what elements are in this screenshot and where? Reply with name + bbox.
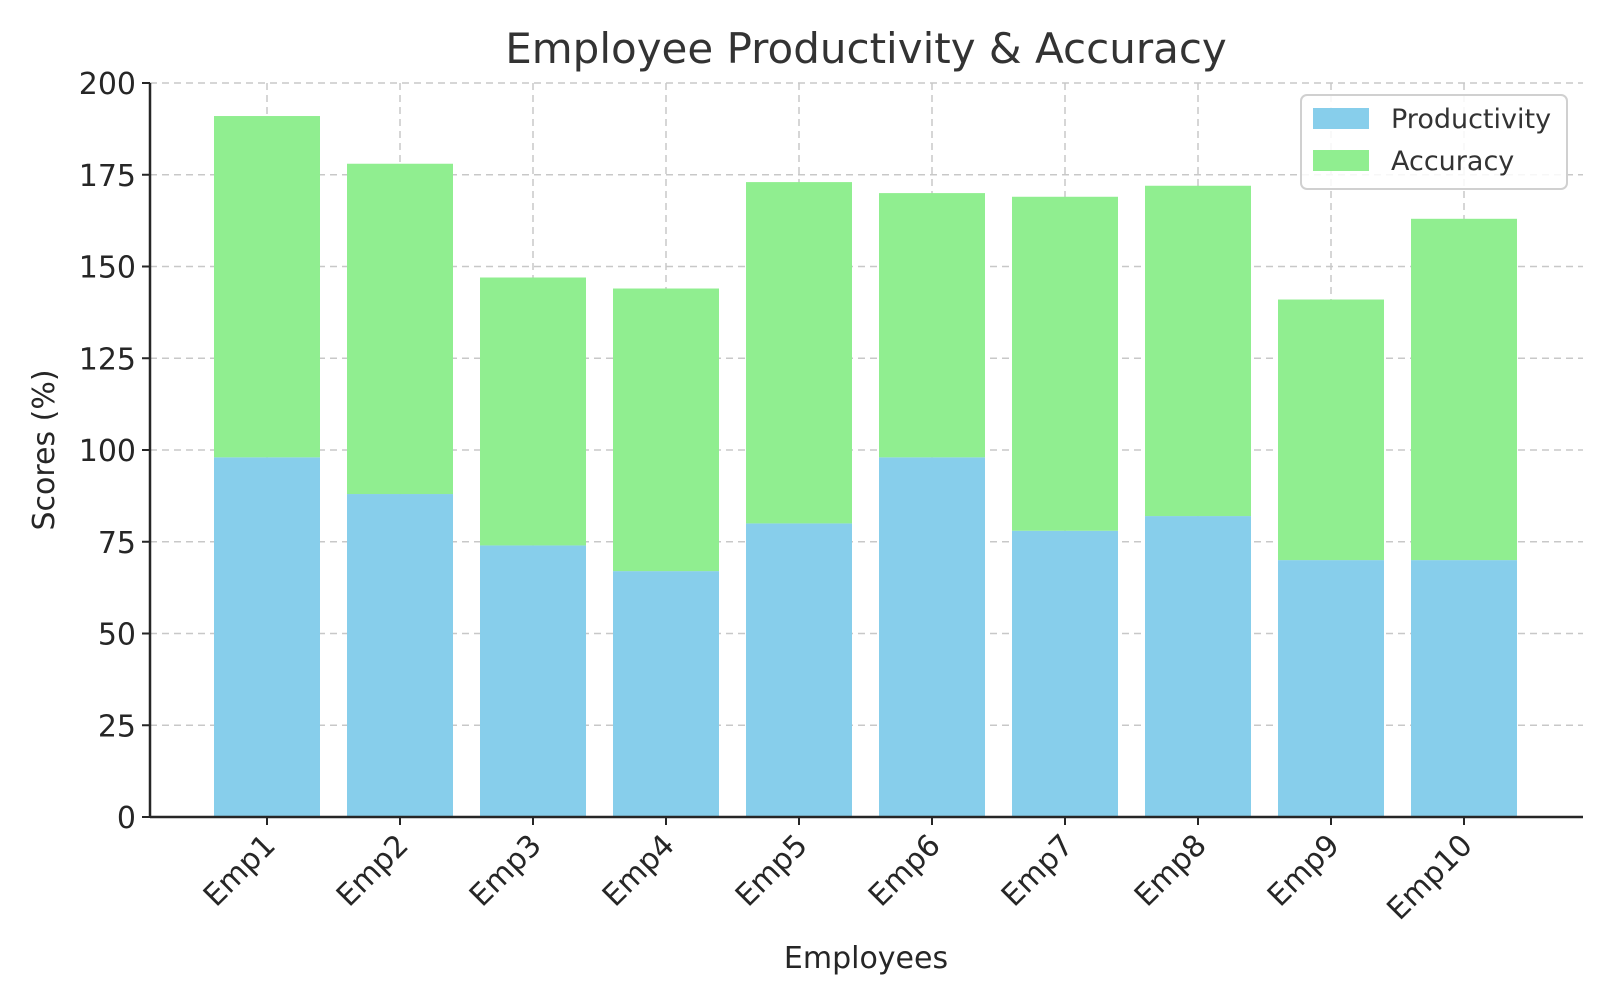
bar-productivity-emp1 — [214, 457, 320, 817]
y-axis-label: Scores (%) — [27, 369, 62, 530]
y-tick-label: 150 — [79, 251, 136, 286]
x-tick-label: Emp8 — [1128, 828, 1214, 914]
y-tick-label: 0 — [117, 801, 136, 836]
bar-productivity-emp2 — [347, 494, 453, 817]
bar-productivity-emp9 — [1278, 560, 1384, 817]
bar-productivity-emp5 — [746, 523, 852, 817]
bar-accuracy-emp10 — [1411, 218, 1517, 561]
bar-productivity-emp8 — [1145, 516, 1251, 817]
bar-accuracy-emp2 — [347, 163, 453, 495]
y-tick-label: 200 — [79, 67, 136, 102]
bar-accuracy-emp4 — [613, 288, 719, 572]
bar-productivity-emp7 — [1012, 530, 1118, 817]
y-tick-label: 25 — [98, 709, 136, 744]
legend-swatch-accuracy — [1313, 150, 1369, 171]
bar-accuracy-emp6 — [879, 193, 985, 458]
x-axis-label: Employees — [784, 941, 948, 976]
bar-productivity-emp4 — [613, 571, 719, 817]
legend: Productivity Accuracy — [1300, 94, 1568, 190]
bar-accuracy-emp7 — [1012, 196, 1118, 531]
bar-accuracy-emp5 — [746, 182, 852, 524]
legend-label-accuracy: Accuracy — [1391, 146, 1514, 177]
bars — [214, 116, 1517, 817]
x-tick-label: Emp2 — [330, 828, 416, 914]
bar-productivity-emp3 — [480, 545, 586, 817]
bar-accuracy-emp9 — [1278, 299, 1384, 561]
x-tick-label: Emp10 — [1380, 828, 1479, 927]
x-tick-label: Emp6 — [862, 828, 948, 914]
y-tick-label: 125 — [79, 342, 136, 377]
y-tick-label: 100 — [79, 434, 136, 469]
bar-accuracy-emp3 — [480, 277, 586, 546]
chart-title: Employee Productivity & Accuracy — [505, 24, 1227, 73]
legend-label-productivity: Productivity — [1391, 104, 1551, 135]
bar-productivity-emp10 — [1411, 560, 1517, 817]
x-tick-label: Emp5 — [729, 828, 815, 914]
x-tick-label: Emp3 — [463, 828, 549, 914]
legend-swatch-productivity — [1313, 108, 1369, 129]
bar-productivity-emp6 — [879, 457, 985, 817]
y-tick-label: 75 — [98, 526, 136, 561]
x-tick-label: Emp7 — [995, 828, 1081, 914]
x-tick-label: Emp1 — [197, 828, 283, 914]
bar-accuracy-emp1 — [214, 116, 320, 458]
x-tick-label: Emp9 — [1261, 828, 1347, 914]
bar-accuracy-emp8 — [1145, 185, 1251, 517]
x-tick-label: Emp4 — [596, 828, 682, 914]
y-tick-label: 175 — [79, 159, 136, 194]
y-tick-label: 50 — [98, 618, 136, 653]
